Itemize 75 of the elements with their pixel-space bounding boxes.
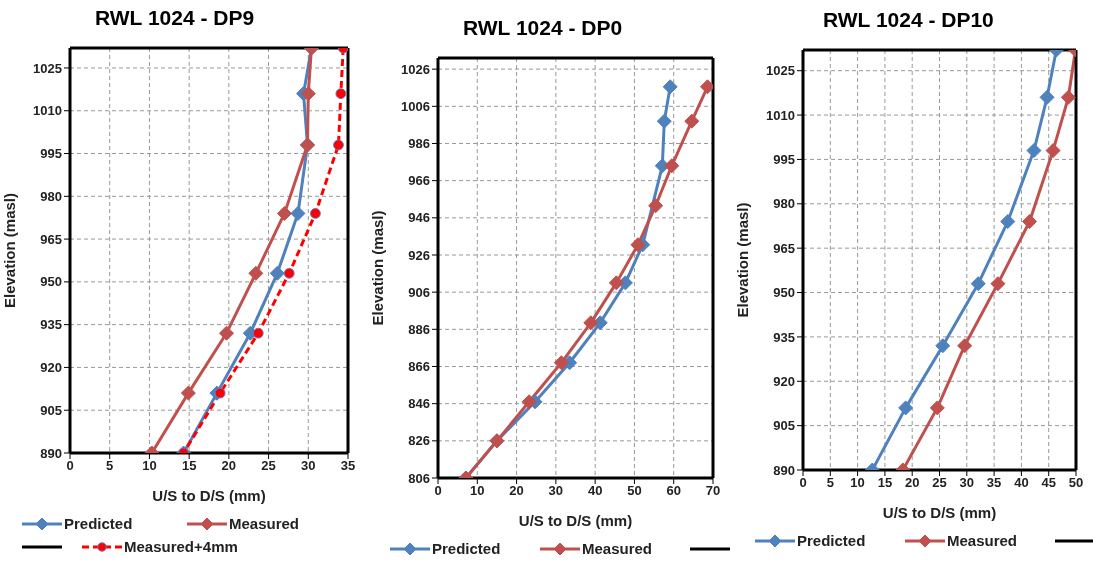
chart-title: RWL 1024 - DP0 xyxy=(463,16,623,40)
y-tick-label: 966 xyxy=(408,173,430,189)
legend-label: Predicted xyxy=(797,532,866,549)
x-axis-title: U/S to D/S (mm) xyxy=(882,504,997,521)
x-tick-label: 15 xyxy=(181,458,197,474)
x-tick-label: 50 xyxy=(627,483,642,499)
x-tick-label: 45 xyxy=(1041,475,1056,491)
x-tick-label: 10 xyxy=(142,458,157,474)
y-tick-label: 886 xyxy=(408,321,430,337)
legend-label: Measured+4mm xyxy=(124,538,238,555)
x-tick-label: 35 xyxy=(986,475,1002,491)
legend-label: Measured xyxy=(229,515,300,532)
y-tick-label: 926 xyxy=(408,247,430,263)
x-axis-title: U/S to D/S (mm) xyxy=(152,487,266,504)
y-tick-label: 890 xyxy=(773,462,795,478)
y-tick-label: 935 xyxy=(773,329,795,345)
y-tick-label: 1010 xyxy=(766,107,795,123)
y-tick-label: 905 xyxy=(773,418,795,434)
y-tick-label: 1006 xyxy=(401,98,430,114)
x-tick-label: 15 xyxy=(877,475,893,491)
y-tick-label: 995 xyxy=(773,152,795,168)
y-tick-label: 846 xyxy=(408,396,430,412)
x-tick-label: 50 xyxy=(1068,475,1084,491)
y-tick-label: 935 xyxy=(40,317,62,333)
y-tick-label: 866 xyxy=(408,359,430,375)
y-tick-label: 1010 xyxy=(33,103,62,119)
x-tick-label: 25 xyxy=(932,475,947,491)
legend-label: Predicted xyxy=(64,515,133,532)
y-tick-label: 995 xyxy=(40,146,62,162)
x-tick-label: 20 xyxy=(509,483,524,499)
y-tick-label: 980 xyxy=(773,196,795,212)
y-tick-label: 950 xyxy=(773,285,795,301)
x-tick-label: 0 xyxy=(434,483,442,499)
x-tick-label: 20 xyxy=(904,475,920,491)
y-tick-label: 906 xyxy=(408,284,430,300)
x-tick-label: 0 xyxy=(799,475,807,491)
x-tick-label: 30 xyxy=(548,483,564,499)
y-tick-label: 905 xyxy=(40,402,62,418)
y-tick-label: 1025 xyxy=(33,60,62,76)
y-tick-label: 806 xyxy=(408,470,430,486)
x-tick-label: 30 xyxy=(301,458,316,474)
y-tick-label: 826 xyxy=(408,433,430,449)
y-tick-label: 946 xyxy=(408,210,430,226)
x-tick-label: 60 xyxy=(666,483,681,499)
x-tick-label: 35 xyxy=(340,458,356,474)
y-tick-label: 965 xyxy=(40,231,62,247)
y-tick-label: 950 xyxy=(40,274,62,290)
legend-label: Predicted xyxy=(432,540,501,557)
y-axis-title: Elevation (masl) xyxy=(369,210,387,326)
x-tick-label: 5 xyxy=(826,475,834,491)
x-tick-label: 40 xyxy=(587,483,603,499)
x-tick-label: 40 xyxy=(1014,475,1029,491)
x-tick-label: 25 xyxy=(261,458,276,474)
x-tick-label: 30 xyxy=(959,475,975,491)
y-tick-label: 1025 xyxy=(766,63,795,79)
x-tick-label: 10 xyxy=(470,483,485,499)
y-tick-label: 890 xyxy=(40,445,62,461)
x-tick-label: 70 xyxy=(705,483,721,499)
y-axis-title: Elevation (masl) xyxy=(1,192,19,309)
y-tick-label: 920 xyxy=(773,373,795,389)
x-tick-label: 0 xyxy=(66,458,74,474)
y-tick-label: 920 xyxy=(40,360,62,376)
legend-label: Measured xyxy=(582,540,653,557)
x-axis-title: U/S to D/S (mm) xyxy=(518,512,633,529)
y-axis-title: Elevation (masl) xyxy=(734,202,752,318)
legend-label: Measured xyxy=(947,532,1018,549)
x-tick-label: 10 xyxy=(850,475,865,491)
y-tick-label: 1026 xyxy=(401,61,430,77)
chart-title: RWL 1024 - DP10 xyxy=(823,8,994,32)
y-tick-label: 965 xyxy=(773,240,795,256)
y-tick-label: 980 xyxy=(40,188,62,204)
x-tick-label: 5 xyxy=(106,458,114,474)
chart-title: RWL 1024 - DP9 xyxy=(95,6,255,30)
x-tick-label: 20 xyxy=(221,458,237,474)
y-tick-label: 986 xyxy=(408,136,430,152)
